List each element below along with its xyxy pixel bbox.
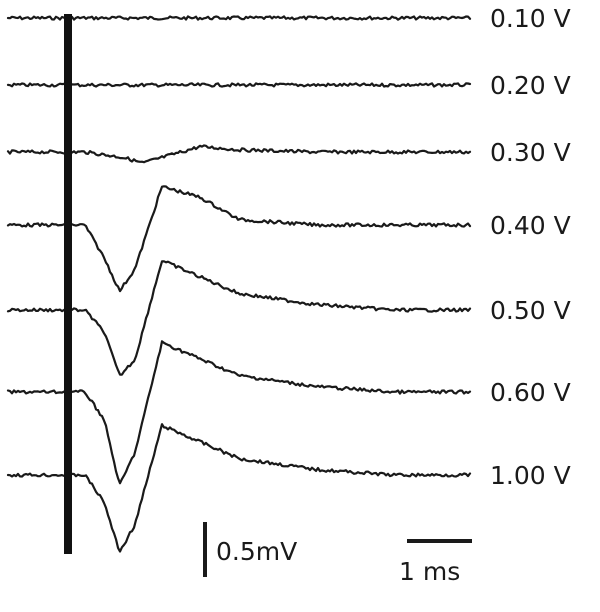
trace-040 [6,185,472,293]
trace-060 [6,340,472,485]
trace-020 [6,82,472,88]
trace-label: 1.00 V [490,461,571,490]
trace-label: 0.60 V [490,378,571,407]
trace-label: 0.50 V [490,296,571,325]
trace-label-group: 0.10 V 0.20 V 0.30 V 0.40 V 0.50 V 0.60 V 1.00… [490,4,571,490]
trace-030 [6,144,472,164]
trace-label: 0.40 V [490,211,571,240]
trace-label: 0.10 V [490,4,571,33]
time-scale-label: 1 ms [399,557,460,586]
trace-010 [6,15,472,21]
voltage-scale-label: 0.5mV [216,537,297,566]
trace-050 [6,260,472,376]
trace-label: 0.30 V [490,138,571,167]
trace-label: 0.20 V [490,71,571,100]
scale-bar-group: 0.5mV 1 ms [203,522,472,586]
trace-group [6,15,472,553]
trace-100 [6,423,472,553]
